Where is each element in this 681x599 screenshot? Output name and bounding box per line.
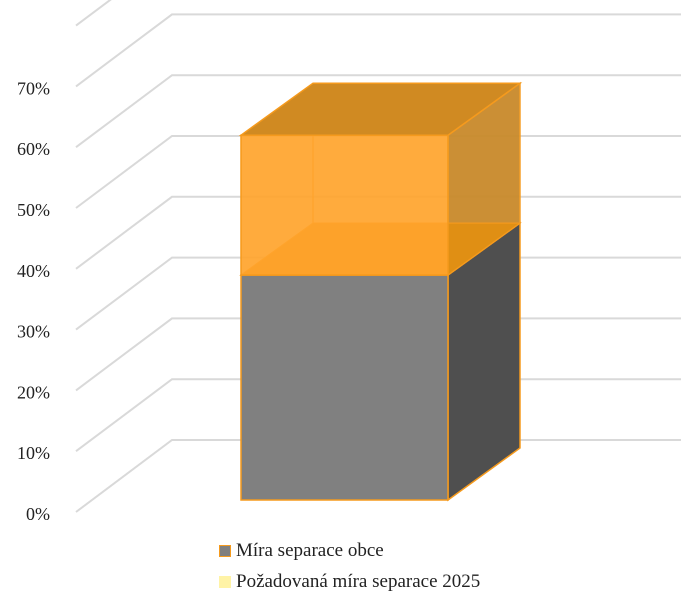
bar-segment-1-front (240, 274, 449, 501)
y-tick-label: 20% (17, 382, 50, 402)
bars (238, 81, 523, 502)
y-tick-label: 50% (17, 200, 50, 220)
y-tick-label: 30% (17, 322, 50, 342)
y-tick-label: 40% (17, 261, 50, 281)
y-tick-label: 10% (17, 443, 50, 463)
legend-label: Míra separace obce (236, 539, 384, 561)
y-tick-label: 60% (17, 139, 50, 159)
legend-item-pozadovana-mira: Požadovaná míra separace 2025 (219, 566, 480, 597)
bar-segment-2-top (238, 82, 523, 136)
gridlines (75, 0, 681, 513)
y-tick-label: 70% (17, 78, 50, 98)
gridline (75, 13, 681, 88)
legend-label: Požadovaná míra separace 2025 (236, 570, 481, 592)
y-axis-ticks: 0% 10% 20% 30% 40% 50% 60% 70% (17, 78, 50, 524)
legend-swatch-yellow (219, 575, 231, 588)
legend: Míra separace obce Požadovaná míra separ… (219, 535, 480, 597)
gridline (75, 0, 112, 27)
y-tick-label: 0% (26, 504, 50, 524)
bar-segment-2-front (240, 134, 449, 276)
legend-swatch-grey (219, 544, 231, 557)
gridline (75, 74, 681, 148)
legend-item-mira-separace-obce: Míra separace obce (219, 535, 480, 566)
